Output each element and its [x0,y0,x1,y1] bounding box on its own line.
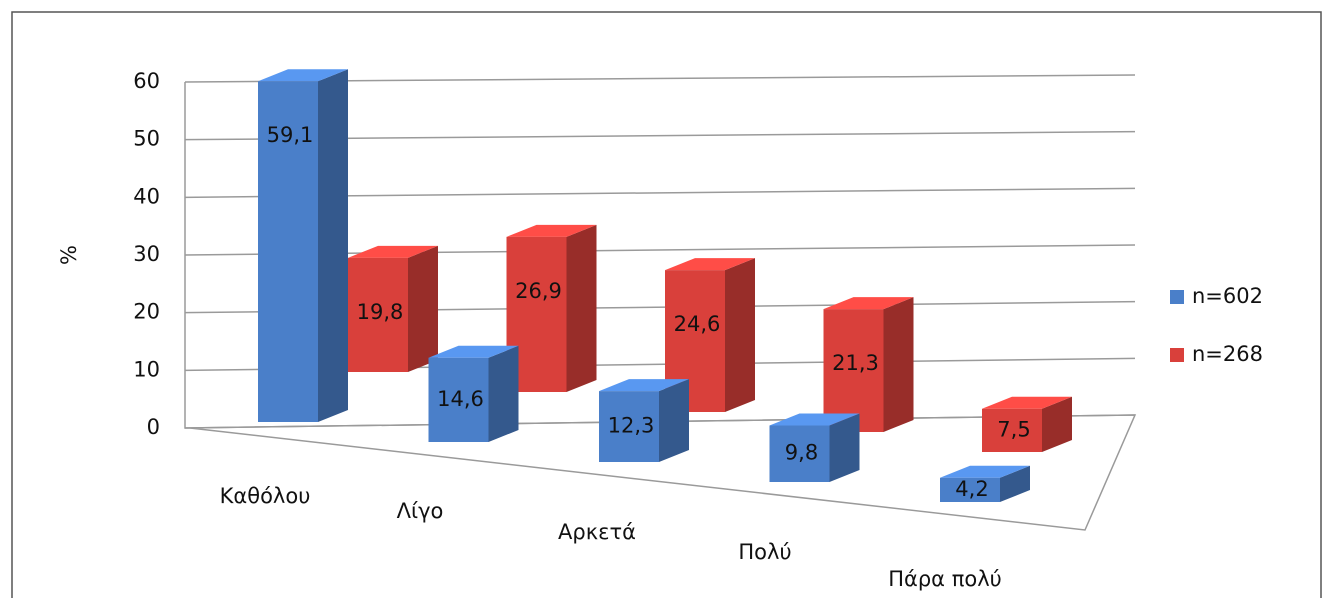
bar [769,413,860,482]
bar-front [506,236,567,392]
bar [506,224,597,392]
bar-side [1000,465,1030,502]
bar [348,245,438,372]
bar-top [506,224,597,237]
bar-top [258,69,348,82]
bar-top [428,345,519,358]
bar-front [348,257,408,372]
bar [823,297,914,432]
bar-top [348,245,438,258]
bar-top [599,379,689,392]
bar-side [659,379,689,462]
x-tick-label: Καθόλου [220,484,311,508]
bar-front [769,425,830,482]
bar-top [665,258,755,271]
y-tick-label: 60 [133,69,160,93]
y-tick-label: 40 [133,184,160,208]
bar-front [599,391,659,462]
bar-side [488,345,519,442]
value-label: 21,3 [832,351,879,375]
value-label: 59,1 [267,123,314,147]
legend-label: n=268 [1192,342,1263,366]
bar-front [665,270,725,412]
bar-front [823,309,884,432]
value-label: 9,8 [785,441,818,465]
y-tick-label: 20 [133,300,160,324]
bar-side [829,413,860,482]
y-tick-label: 0 [147,415,160,439]
bar-front [940,477,1000,502]
bar-side [566,224,597,392]
bar-front [428,357,489,442]
value-label: 7,5 [997,417,1030,441]
bar [428,345,519,442]
y-axis-label: % [57,245,81,265]
bar [940,465,1030,502]
legend-swatch [1170,290,1184,304]
bar-top [769,413,860,426]
bar [258,69,348,422]
bar-top [982,396,1072,409]
y-tick-label: 50 [133,127,160,151]
y-tick-label: 30 [133,242,160,266]
bar-side [318,69,348,422]
bar [982,396,1072,452]
x-tick-label: Πολύ [738,540,791,564]
x-tick-label: Αρκετά [558,520,636,544]
x-tick-label: Λίγο [397,499,444,523]
bar [665,258,755,412]
bar-side [883,297,914,432]
value-label: 12,3 [608,414,655,438]
frame [11,11,1322,598]
bar-front [258,81,318,422]
bar-top [940,465,1030,478]
bar-side [1042,396,1072,452]
legend-swatch [1170,348,1184,362]
value-label: 19,8 [357,300,404,324]
bar-front [982,408,1042,452]
value-label: 14,6 [437,387,484,411]
value-label: 4,2 [955,477,988,501]
bar [599,379,689,462]
x-tick-label: Πάρα πολύ [888,567,1002,591]
bar-side [725,258,755,412]
bar-top [823,297,914,310]
value-label: 26,9 [515,279,562,303]
value-label: 24,6 [674,312,721,336]
legend-label: n=602 [1192,284,1263,308]
y-tick-label: 10 [133,357,160,381]
bar-side [408,245,438,372]
